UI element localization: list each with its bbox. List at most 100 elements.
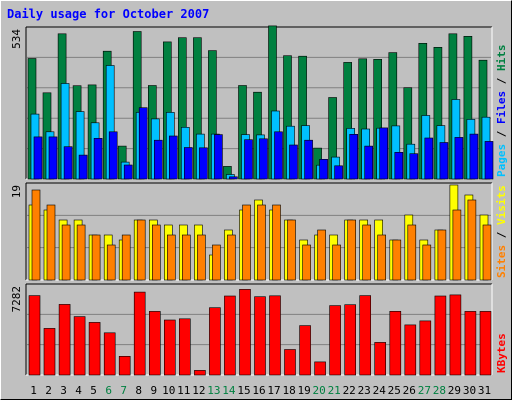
bar-files-day-2 — [48, 136, 58, 180]
panel-visitors-legend: Sites / Visits — [495, 185, 508, 278]
bar-files-day-26 — [409, 153, 419, 180]
x-tick-label: 14 — [222, 384, 236, 397]
bar-kbytes-day-21 — [329, 305, 341, 376]
bar-files-day-21 — [334, 165, 343, 180]
bar-kbytes-day-30 — [464, 311, 477, 376]
bar-files-day-19 — [304, 139, 313, 180]
legend-entry: Pages — [495, 144, 508, 177]
bar-sites-day-8 — [136, 219, 146, 281]
bar-kbytes-day-25 — [389, 310, 402, 376]
bar-files-day-6 — [108, 131, 118, 180]
bar-files-day-8 — [138, 107, 148, 180]
bar-kbytes-day-27 — [419, 320, 432, 376]
x-tick-label: 24 — [373, 384, 387, 397]
bar-sites-day-21 — [332, 244, 341, 281]
bar-kbytes-day-17 — [269, 295, 281, 376]
x-tick-label: 8 — [135, 384, 142, 397]
bar-files-day-27 — [424, 137, 434, 180]
bar-kbytes-day-13 — [209, 307, 221, 376]
bar-files-day-5 — [93, 138, 103, 180]
x-tick-label: 27 — [418, 384, 431, 397]
legend-entry: Sites — [495, 245, 508, 278]
bar-sites-day-6 — [106, 244, 116, 281]
panel-volume-max-label: 7282 — [10, 286, 23, 313]
x-tick-label: 23 — [358, 384, 371, 397]
bar-files-day-7 — [123, 164, 133, 180]
bar-sites-day-26 — [407, 224, 417, 281]
x-tick-label: 29 — [448, 384, 461, 397]
x-tick-label: 11 — [177, 384, 190, 397]
bar-files-day-4 — [78, 154, 88, 180]
bar-files-day-1 — [33, 136, 43, 180]
bar-sites-day-17 — [272, 204, 281, 281]
panel-traffic-legend: Pages / Files / Hits — [495, 45, 508, 178]
bar-sites-day-16 — [257, 204, 266, 281]
x-tick-label: 15 — [237, 384, 250, 397]
x-tick-label: 18 — [282, 384, 295, 397]
bar-files-day-31 — [484, 141, 494, 180]
bar-sites-day-20 — [317, 229, 326, 281]
chart-title: Daily usage for October 2007 — [7, 7, 210, 21]
legend-entry: Visits — [495, 185, 508, 225]
x-tick-label: 4 — [75, 384, 82, 397]
bar-files-day-23 — [364, 145, 374, 180]
bar-files-day-10 — [169, 135, 178, 180]
bar-kbytes-day-9 — [149, 311, 161, 376]
bar-kbytes-day-29 — [449, 294, 462, 376]
x-tick-label: 13 — [207, 384, 220, 397]
bar-sites-day-10 — [167, 234, 176, 281]
bar-sites-day-5 — [91, 234, 101, 281]
bar-sites-day-18 — [287, 219, 296, 281]
bar-sites-day-3 — [61, 224, 71, 281]
bar-sites-day-30 — [467, 199, 477, 281]
bar-kbytes-day-6 — [103, 332, 116, 376]
bar-files-day-18 — [289, 144, 298, 180]
bar-sites-day-9 — [152, 224, 161, 281]
bar-kbytes-day-20 — [314, 361, 326, 376]
bar-sites-day-14 — [227, 234, 236, 281]
x-tick-label: 7 — [120, 384, 127, 397]
bar-sites-day-4 — [76, 224, 86, 281]
bar-kbytes-day-15 — [239, 289, 251, 376]
bar-files-day-14 — [229, 176, 238, 180]
bar-kbytes-day-18 — [284, 349, 296, 376]
bar-files-day-9 — [154, 139, 163, 180]
bar-files-day-24 — [379, 127, 389, 180]
bar-kbytes-day-3 — [58, 304, 71, 376]
bar-sites-day-12 — [197, 234, 206, 281]
x-tick-label: 1 — [30, 384, 37, 397]
x-tick-label: 5 — [90, 384, 97, 397]
bar-files-day-25 — [394, 152, 404, 180]
x-tick-label: 17 — [267, 384, 280, 397]
x-tick-label: 6 — [105, 384, 112, 397]
x-tick-label: 26 — [403, 384, 416, 397]
bar-sites-day-13 — [212, 244, 221, 281]
x-tick-label: 10 — [162, 384, 175, 397]
bar-kbytes-day-16 — [254, 296, 266, 376]
bar-kbytes-day-7 — [118, 355, 131, 376]
bar-files-day-3 — [63, 146, 73, 180]
legend-entry: / — [495, 124, 508, 144]
bar-files-day-12 — [199, 147, 208, 180]
bar-files-day-15 — [244, 139, 253, 180]
bar-kbytes-day-31 — [479, 311, 492, 376]
bar-kbytes-day-24 — [374, 342, 387, 376]
x-tick-label: 20 — [312, 384, 325, 397]
legend-entry: Files — [495, 91, 508, 124]
bar-sites-day-29 — [452, 209, 462, 281]
bar-sites-day-15 — [242, 204, 251, 281]
panel-visitors-max-label: 19 — [10, 185, 23, 198]
bar-sites-day-27 — [422, 244, 432, 281]
bar-sites-day-2 — [46, 204, 56, 281]
bar-kbytes-day-14 — [224, 295, 236, 376]
legend-entry: KBytes — [495, 333, 508, 373]
bar-kbytes-day-12 — [194, 370, 206, 376]
bar-kbytes-day-4 — [73, 316, 86, 376]
x-tick-label: 30 — [463, 384, 476, 397]
x-tick-label: 2 — [45, 384, 52, 397]
bar-sites-day-1 — [31, 189, 41, 281]
bar-files-day-30 — [469, 133, 479, 180]
bar-sites-day-11 — [182, 234, 191, 281]
bar-sites-day-24 — [377, 234, 387, 281]
